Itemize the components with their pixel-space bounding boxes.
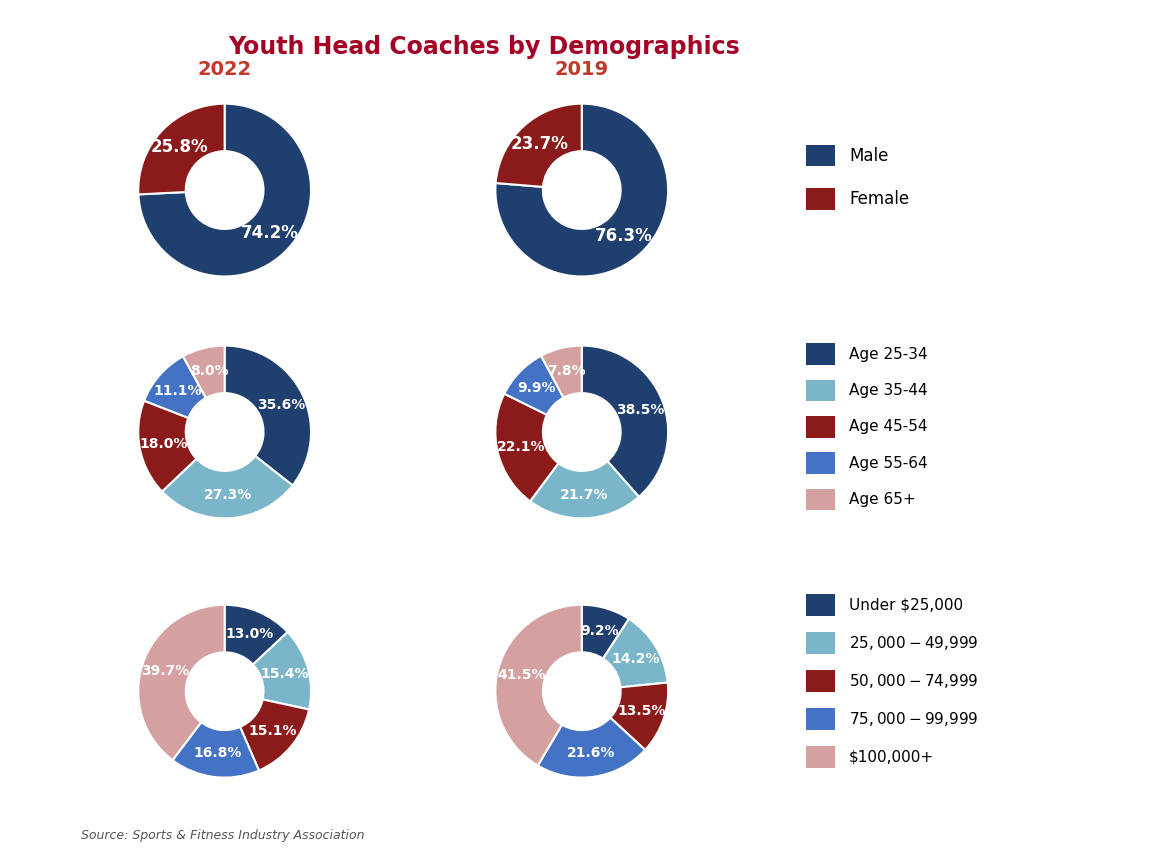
Text: Source: Sports & Fitness Industry Association: Source: Sports & Fitness Industry Associ… xyxy=(81,829,364,842)
Wedge shape xyxy=(162,456,293,518)
Wedge shape xyxy=(138,401,197,492)
Text: 15.1%: 15.1% xyxy=(249,724,297,738)
Wedge shape xyxy=(541,346,582,397)
Text: Age 35-44: Age 35-44 xyxy=(849,383,927,398)
Wedge shape xyxy=(138,104,225,194)
Text: 2019: 2019 xyxy=(555,60,608,79)
Text: 9.2%: 9.2% xyxy=(581,624,619,638)
Text: 38.5%: 38.5% xyxy=(616,403,665,416)
Text: 76.3%: 76.3% xyxy=(596,227,653,245)
Text: 8.0%: 8.0% xyxy=(190,365,228,378)
Text: 11.1%: 11.1% xyxy=(153,384,202,397)
Text: 15.4%: 15.4% xyxy=(260,668,309,682)
Text: 22.1%: 22.1% xyxy=(497,440,545,454)
Text: 13.5%: 13.5% xyxy=(617,704,666,718)
Text: 23.7%: 23.7% xyxy=(510,135,568,153)
Text: 25.8%: 25.8% xyxy=(151,138,209,156)
Wedge shape xyxy=(183,346,225,398)
Text: 21.6%: 21.6% xyxy=(567,746,615,760)
Text: $75,000-$99,999: $75,000-$99,999 xyxy=(849,710,978,727)
Text: 21.7%: 21.7% xyxy=(560,487,608,502)
Text: 2022: 2022 xyxy=(197,60,252,79)
Wedge shape xyxy=(611,683,668,750)
Wedge shape xyxy=(530,461,639,518)
Text: 13.0%: 13.0% xyxy=(226,626,274,641)
Wedge shape xyxy=(582,346,668,497)
Text: 9.9%: 9.9% xyxy=(517,381,556,396)
Wedge shape xyxy=(253,632,311,709)
Text: 18.0%: 18.0% xyxy=(139,437,188,451)
Text: $100,000+: $100,000+ xyxy=(849,749,934,765)
Wedge shape xyxy=(240,700,309,771)
Wedge shape xyxy=(495,104,582,187)
Wedge shape xyxy=(602,619,668,687)
Text: Age 45-54: Age 45-54 xyxy=(849,419,927,435)
Text: 35.6%: 35.6% xyxy=(257,397,305,411)
Wedge shape xyxy=(495,104,668,276)
Text: 41.5%: 41.5% xyxy=(498,668,546,682)
Wedge shape xyxy=(225,605,288,664)
Text: $50,000-$74,999: $50,000-$74,999 xyxy=(849,672,978,689)
Wedge shape xyxy=(138,605,225,760)
Wedge shape xyxy=(582,605,629,658)
Text: 27.3%: 27.3% xyxy=(204,487,252,502)
Wedge shape xyxy=(505,356,563,415)
Wedge shape xyxy=(538,718,645,778)
Text: Male: Male xyxy=(849,147,888,164)
Text: 14.2%: 14.2% xyxy=(611,651,660,665)
Text: 7.8%: 7.8% xyxy=(547,365,586,378)
Text: $25,000-$49,999: $25,000-$49,999 xyxy=(849,634,978,651)
Text: 39.7%: 39.7% xyxy=(142,664,189,678)
Text: Age 25-34: Age 25-34 xyxy=(849,346,927,362)
Text: 16.8%: 16.8% xyxy=(194,746,242,760)
Text: Youth Head Coaches by Demographics: Youth Head Coaches by Demographics xyxy=(228,35,740,59)
Text: Female: Female xyxy=(849,190,909,207)
Wedge shape xyxy=(495,394,559,501)
Wedge shape xyxy=(173,722,259,778)
Text: Under $25,000: Under $25,000 xyxy=(849,597,963,613)
Wedge shape xyxy=(138,104,311,276)
Wedge shape xyxy=(225,346,311,486)
Text: 74.2%: 74.2% xyxy=(241,225,300,242)
Wedge shape xyxy=(144,356,206,418)
Wedge shape xyxy=(495,605,582,766)
Text: Age 55-64: Age 55-64 xyxy=(849,455,927,471)
Text: Age 65+: Age 65+ xyxy=(849,492,916,507)
